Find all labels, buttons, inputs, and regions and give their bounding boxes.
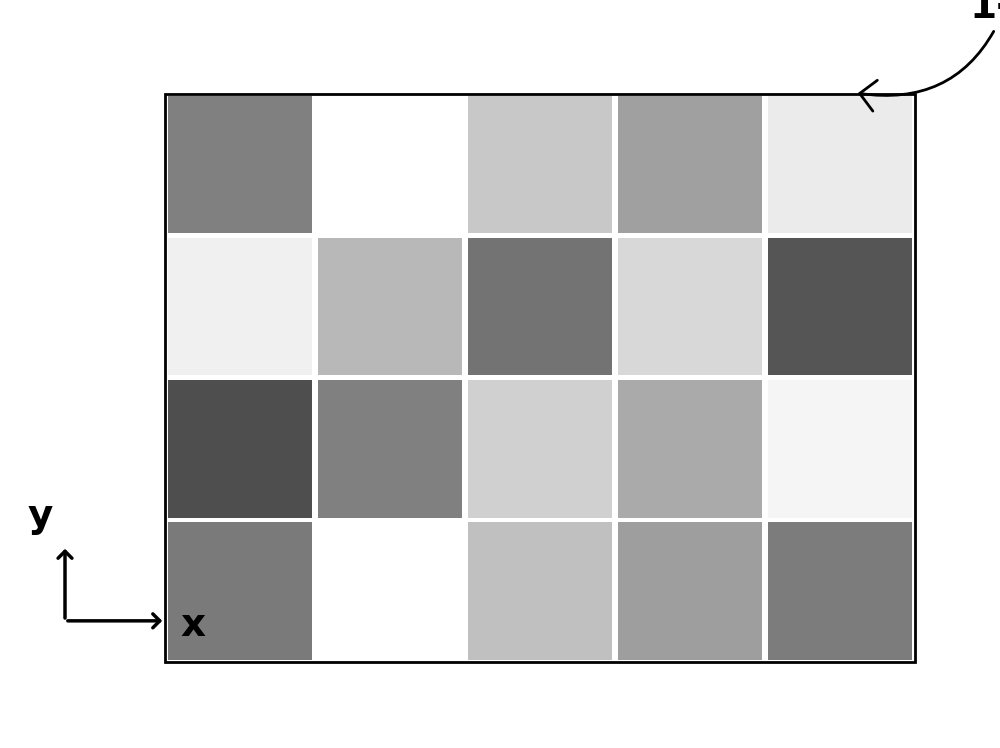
Text: x: x xyxy=(180,606,205,643)
Text: 1-1: 1-1 xyxy=(860,0,1000,111)
Bar xyxy=(165,94,915,662)
Bar xyxy=(168,238,312,375)
Bar xyxy=(768,238,912,375)
Bar xyxy=(165,94,915,662)
Bar xyxy=(318,96,462,233)
Bar xyxy=(168,380,312,518)
Bar xyxy=(168,522,312,660)
Bar xyxy=(468,238,612,375)
Bar xyxy=(468,96,612,233)
Bar xyxy=(618,96,762,233)
Bar xyxy=(318,522,462,660)
Bar xyxy=(768,96,912,233)
Bar xyxy=(768,380,912,518)
Bar xyxy=(618,238,762,375)
Bar xyxy=(618,380,762,518)
Bar xyxy=(318,380,462,518)
Bar xyxy=(468,522,612,660)
Bar xyxy=(318,238,462,375)
Bar xyxy=(468,380,612,518)
Bar xyxy=(168,96,312,233)
Bar xyxy=(618,522,762,660)
Bar xyxy=(768,522,912,660)
Text: y: y xyxy=(27,497,53,535)
